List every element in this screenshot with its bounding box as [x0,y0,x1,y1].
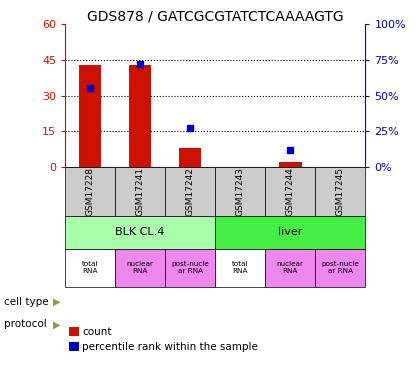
Text: BLK CL.4: BLK CL.4 [116,227,165,237]
Bar [165,167,215,216]
Bar [215,216,365,249]
Text: cell type: cell type [4,297,49,307]
Bar [265,249,315,287]
Text: ▶: ▶ [52,320,60,329]
Text: liver: liver [278,227,302,237]
Text: protocol: protocol [4,320,47,329]
Text: count: count [82,327,111,337]
Text: total
RNA: total RNA [82,261,98,274]
Text: GSM17244: GSM17244 [286,167,295,216]
Text: GSM17243: GSM17243 [236,167,245,216]
Text: percentile rank within the sample: percentile rank within the sample [82,342,258,352]
Bar [115,249,165,287]
Title: GDS878 / GATCGCGTATCTCAAAAGTG: GDS878 / GATCGCGTATCTCAAAAGTG [87,9,344,23]
Bar [65,249,115,287]
Text: post-nucle
ar RNA: post-nucle ar RNA [171,261,209,274]
Bar [265,167,315,216]
Bar [315,249,365,287]
Bar [215,167,265,216]
Bar [165,249,215,287]
Text: GSM17228: GSM17228 [86,167,94,216]
Bar [65,167,115,216]
Bar [279,162,302,167]
Bar [65,216,215,249]
Text: ▶: ▶ [52,297,60,307]
Text: GSM17241: GSM17241 [136,167,144,216]
Text: post-nucle
ar RNA: post-nucle ar RNA [321,261,360,274]
Text: nuclear
RNA: nuclear RNA [277,261,304,274]
Bar [129,65,152,167]
Bar [315,167,365,216]
Bar [115,167,165,216]
Text: nuclear
RNA: nuclear RNA [127,261,154,274]
Text: GSM17242: GSM17242 [186,167,195,216]
Bar [179,148,202,167]
Bar [79,65,101,167]
Text: GSM17245: GSM17245 [336,167,345,216]
Text: total
RNA: total RNA [232,261,249,274]
Bar [215,249,265,287]
